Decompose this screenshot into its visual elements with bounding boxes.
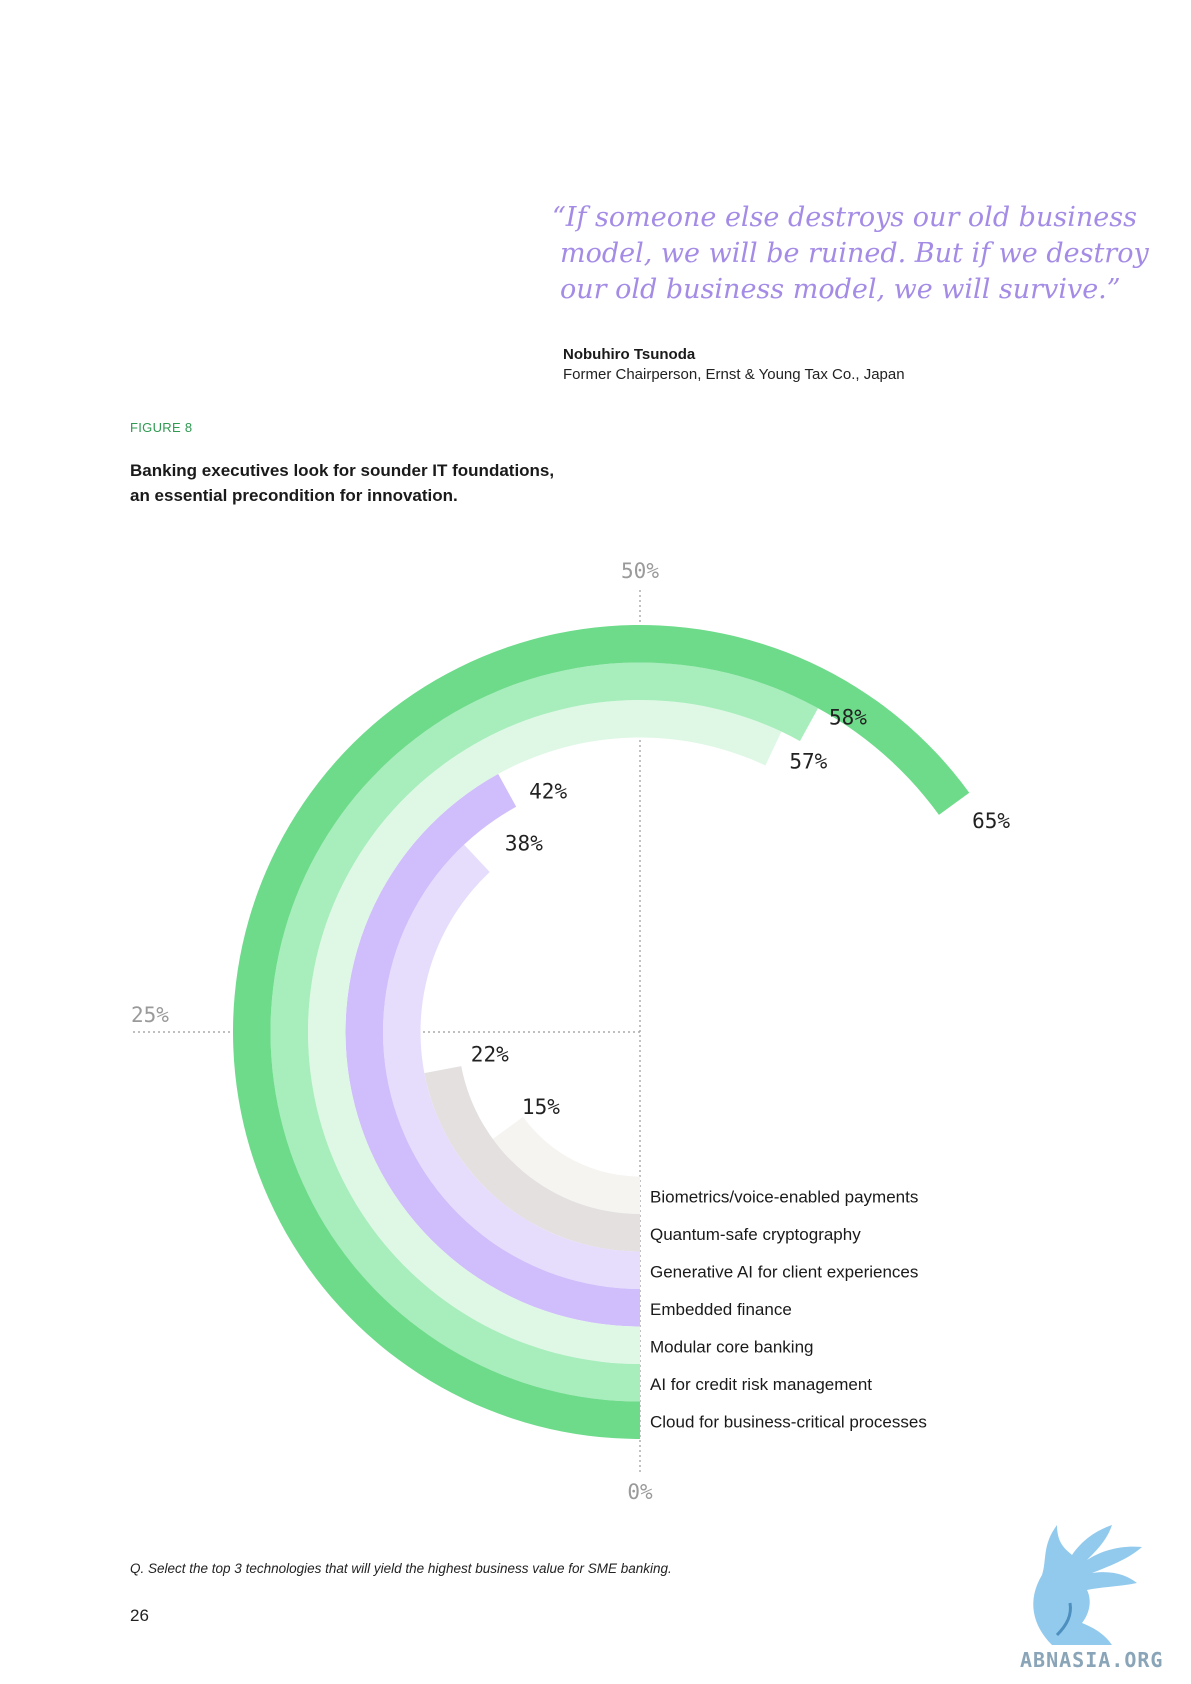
series-label-1: Biometrics/voice-enabled payments <box>650 1187 918 1206</box>
survey-question-note: Q. Select the top 3 technologies that wi… <box>130 1561 672 1576</box>
bar-2 <box>424 1066 640 1252</box>
series-label-7: Cloud for business-critical processes <box>650 1412 927 1431</box>
series-label-3: Generative AI for client experiences <box>650 1262 918 1281</box>
figure-label: FIGURE 8 <box>130 420 193 435</box>
value-label-6: 58% <box>829 706 867 730</box>
quote-line-2: model, we will be ruined. But if we dest… <box>560 238 1149 269</box>
value-label-4: 42% <box>529 779 567 803</box>
tick-label-50: 50% <box>621 559 659 583</box>
figure-title-line-2: an essential precondition for innovation… <box>130 486 458 505</box>
bar-1 <box>492 1116 640 1214</box>
quote-line-3: our old business model, we will survive.… <box>560 274 1121 305</box>
series-label-5: Modular core banking <box>650 1337 813 1356</box>
bar-3 <box>383 844 640 1289</box>
pull-quote: “If someone else destroys our old busine… <box>552 200 1149 308</box>
figure-title: Banking executives look for sounder IT f… <box>130 458 554 508</box>
griffin-logo-icon <box>1033 1525 1142 1645</box>
quote-author: Nobuhiro Tsunoda <box>563 346 696 363</box>
series-label-2: Quantum-safe cryptography <box>650 1225 861 1244</box>
figure-title-line-1: Banking executives look for sounder IT f… <box>130 461 555 480</box>
tick-label-0: 0% <box>627 1480 653 1504</box>
value-label-1: 15% <box>522 1095 560 1119</box>
series-label-4: Embedded finance <box>650 1300 792 1319</box>
page-number: 26 <box>130 1606 149 1625</box>
value-label-3: 38% <box>505 831 543 855</box>
value-label-7: 65% <box>972 809 1010 833</box>
series-label-6: AI for credit risk management <box>650 1375 872 1394</box>
tick-label-25: 25% <box>131 1003 169 1027</box>
bar-4 <box>345 773 640 1327</box>
quote-line-1: “If someone else destroys our old busine… <box>552 202 1137 233</box>
quote-author-role: Former Chairperson, Ernst & Young Tax Co… <box>563 366 905 383</box>
value-label-2: 22% <box>471 1043 509 1067</box>
watermark-text: ABNASIA.ORG <box>1020 1648 1164 1672</box>
value-label-5: 57% <box>789 750 827 774</box>
